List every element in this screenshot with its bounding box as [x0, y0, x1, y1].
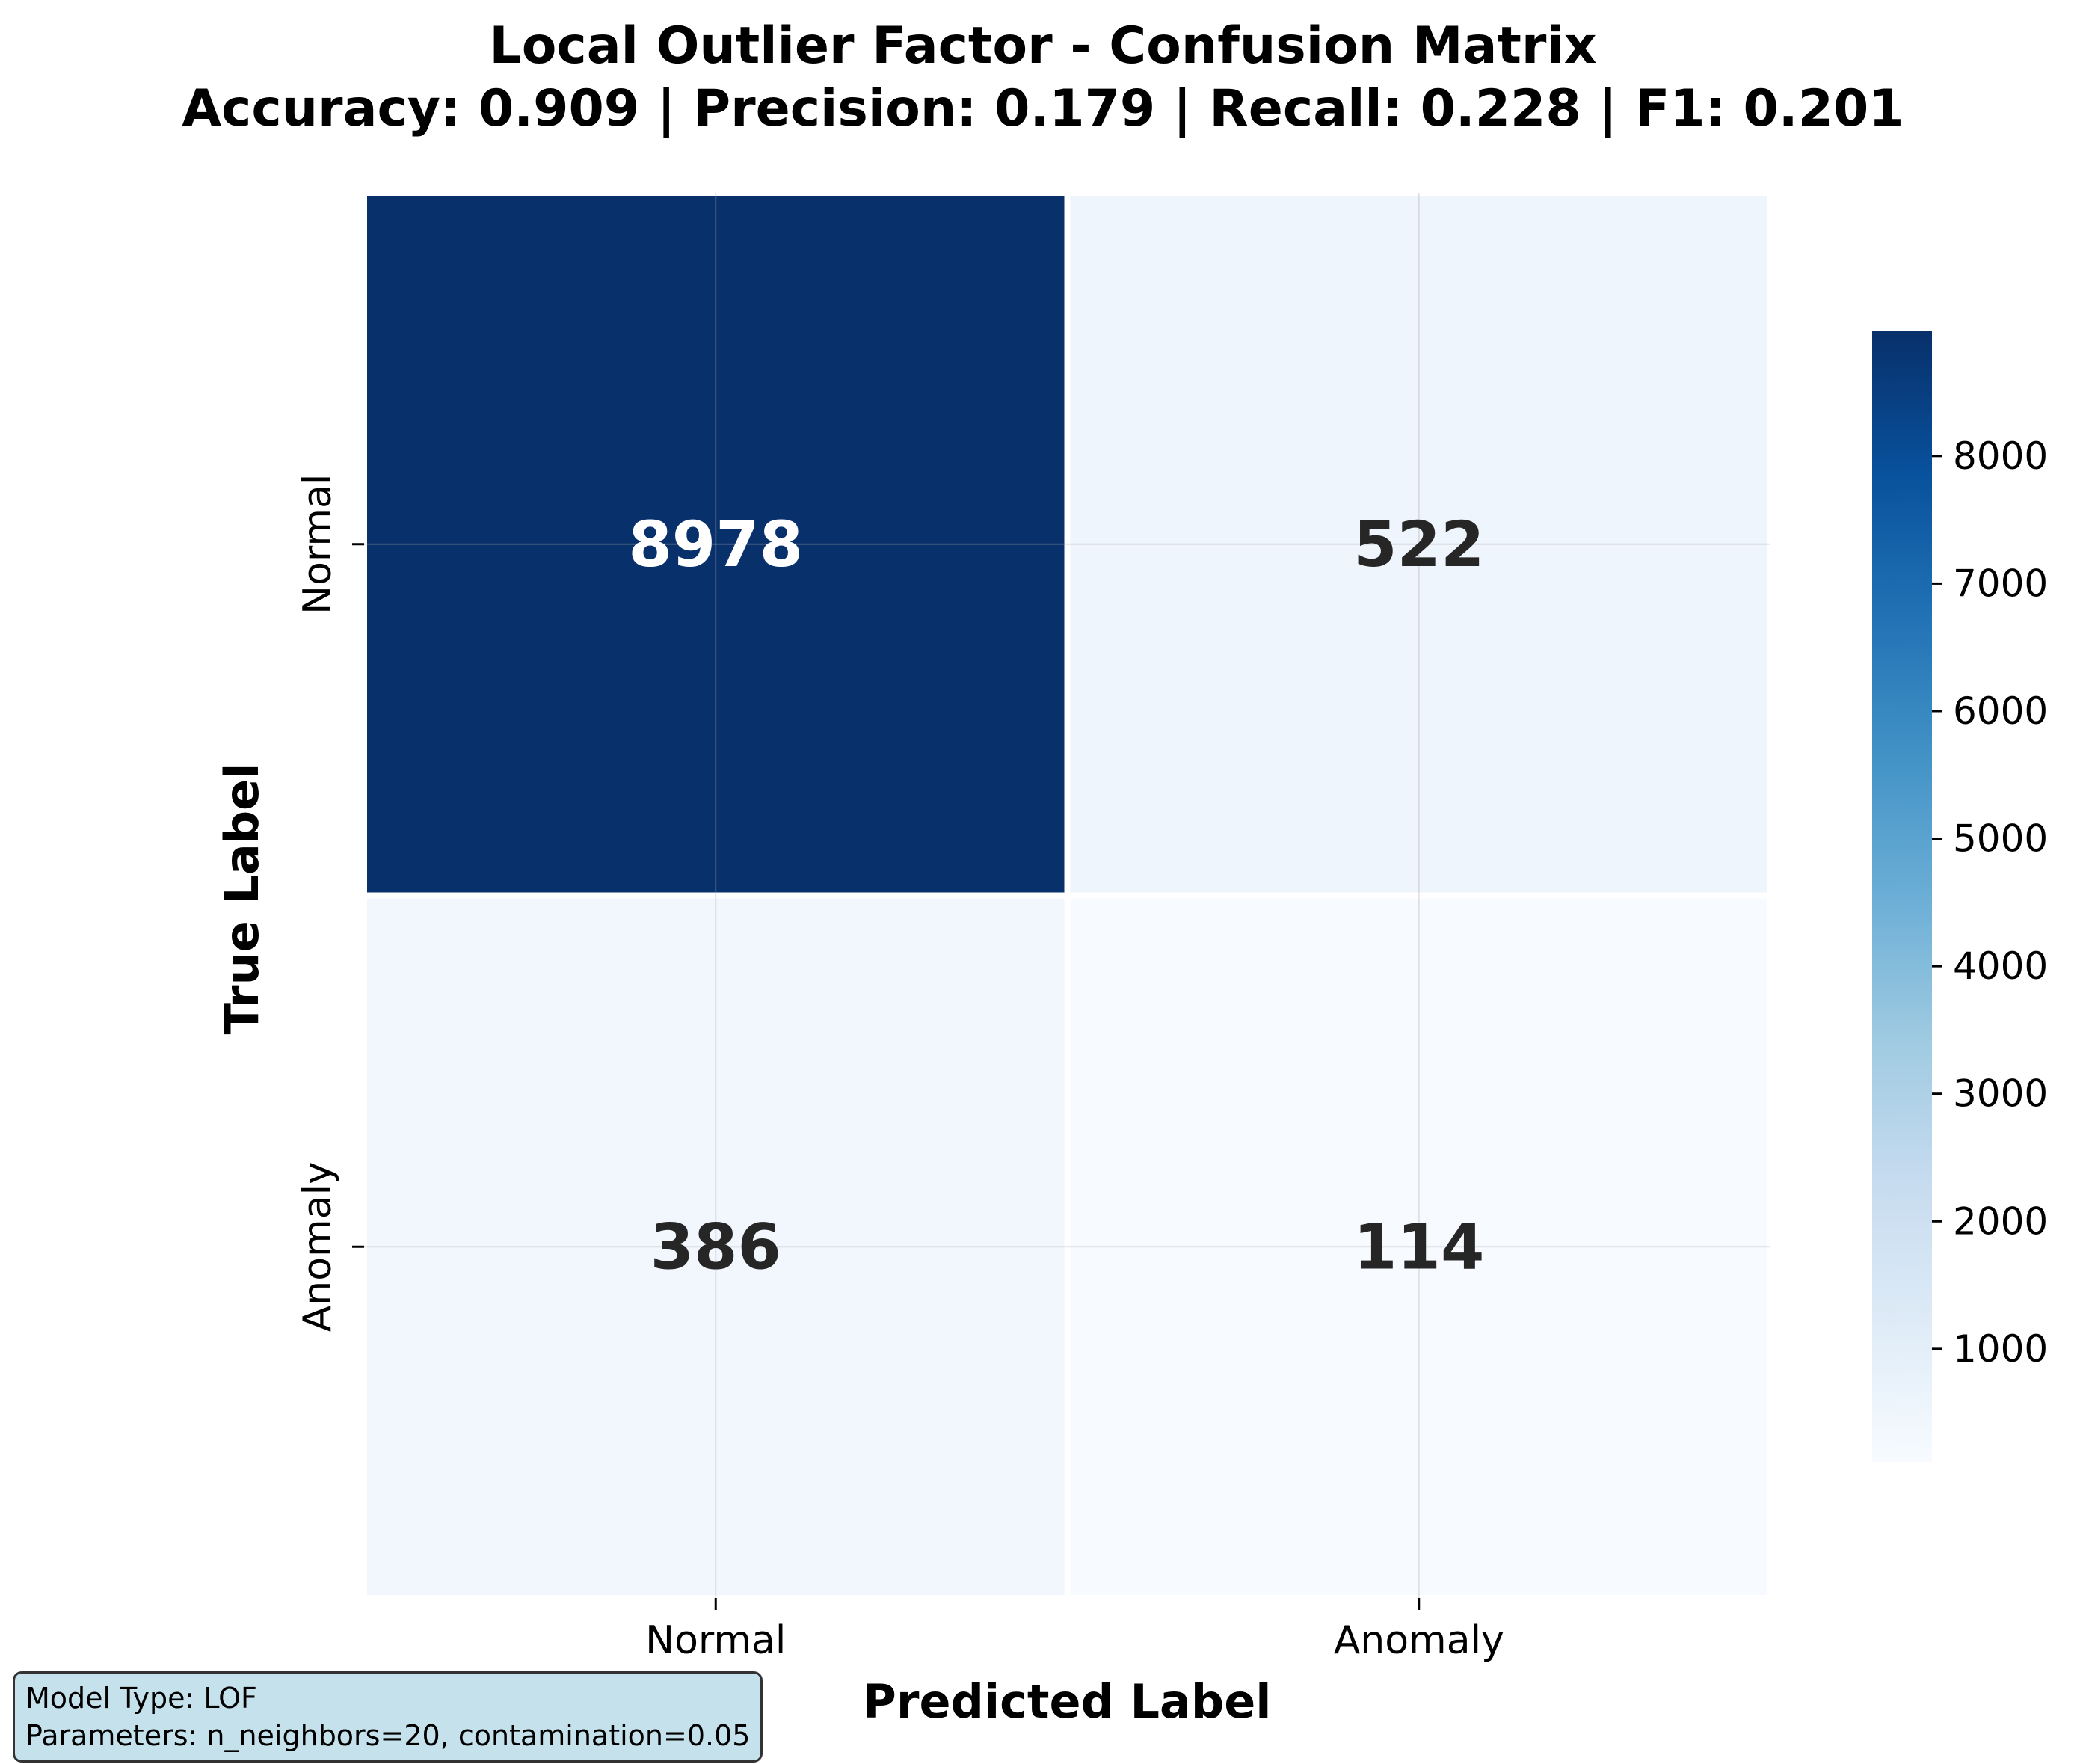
colorbar-tick-label: 6000: [1953, 689, 2048, 733]
heatmap-cell: [361, 190, 1071, 899]
y-axis-title: True Label: [215, 763, 269, 1035]
colorbar-tick-label: 1000: [1953, 1327, 2048, 1371]
heatmap-cells: [361, 190, 1773, 1601]
heatmap-cell: [1064, 190, 1773, 899]
colorbar-tick-label: 5000: [1953, 817, 2048, 861]
model-info-box: Model Type: LOF Parameters: n_neighbors=…: [13, 1671, 763, 1763]
cell-value-label: 386: [650, 1210, 781, 1283]
colorbar-tick-label: 4000: [1953, 944, 2048, 988]
chart-subtitle: Accuracy: 0.909 | Precision: 0.179 | Rec…: [182, 79, 1904, 138]
y-tick-label: Normal: [295, 474, 340, 615]
cell-value-label: 522: [1353, 508, 1484, 581]
y-tick-label: Anomaly: [295, 1161, 340, 1332]
colorbar-tick-label: 3000: [1953, 1072, 2048, 1116]
colorbar-tick-label: 7000: [1953, 562, 2048, 605]
gridlines: [364, 193, 1770, 1598]
y-axis-ticks: Normal Anomaly: [295, 474, 364, 1332]
colorbar-tick-label: 8000: [1953, 434, 2048, 478]
model-type-text: Model Type: LOF: [25, 1682, 257, 1715]
x-axis-ticks: Normal Anomaly: [645, 1598, 1504, 1663]
x-tick-label: Normal: [645, 1618, 786, 1663]
colorbar-ticks: 1000 2000 3000 4000 5000 6000 7000 8000: [1932, 434, 2048, 1371]
chart-title: Local Outlier Factor - Confusion Matrix: [489, 16, 1596, 76]
cell-labels: 8978 522 386 114: [628, 508, 1484, 1284]
cell-value-label: 8978: [628, 508, 803, 581]
x-axis-title: Predicted Label: [862, 1674, 1271, 1729]
cell-value-label: 114: [1353, 1210, 1484, 1283]
x-tick-label: Anomaly: [1334, 1618, 1504, 1663]
heatmap-cell: [361, 892, 1071, 1601]
colorbar-tick-label: 2000: [1953, 1199, 2048, 1243]
colorbar: [1872, 331, 1932, 1462]
heatmap-cell: [1064, 892, 1773, 1601]
parameters-text: Parameters: n_neighbors=20, contaminatio…: [25, 1719, 751, 1752]
